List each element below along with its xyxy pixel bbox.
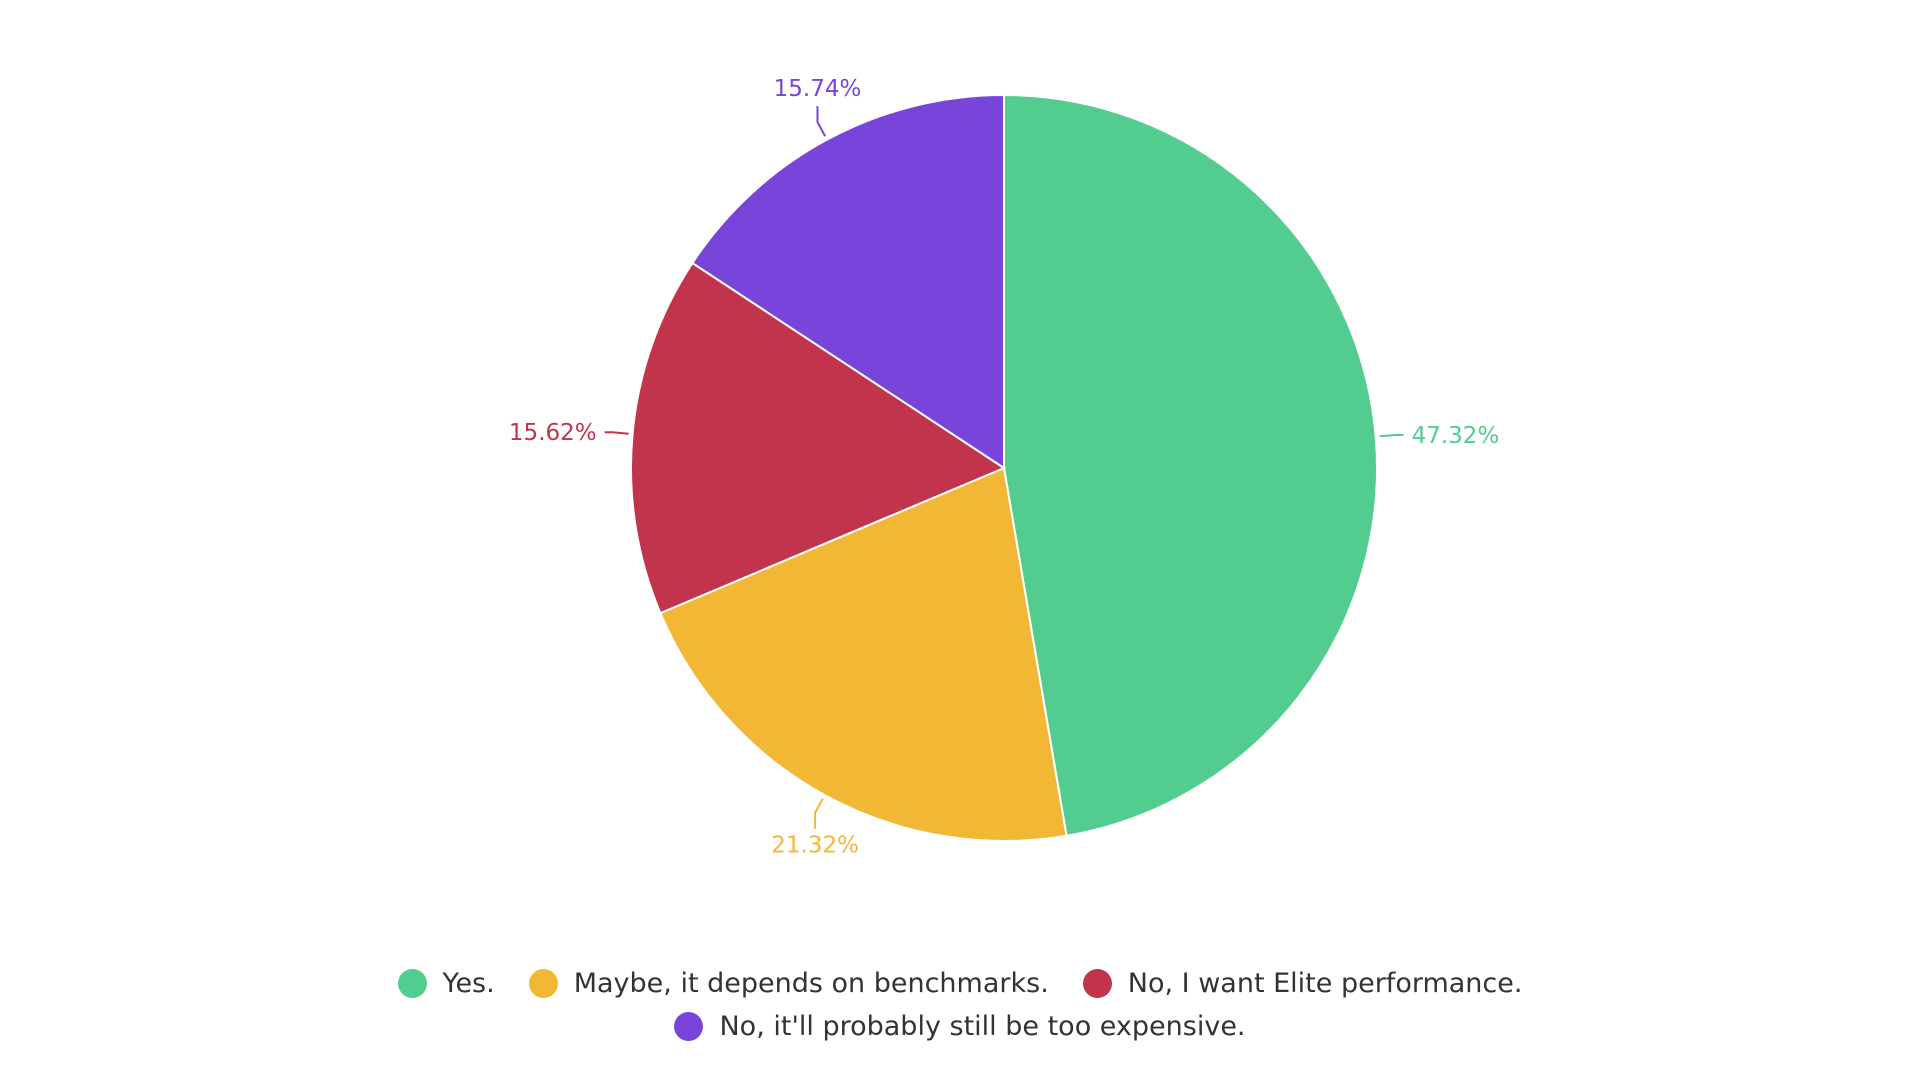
legend-marker-elite [1082, 969, 1112, 998]
leader-line-elite [604, 431, 629, 435]
legend-marker-maybe [528, 969, 558, 998]
data-label-yes: 47.32% [1412, 423, 1500, 449]
legend-row-1: Yes. Maybe, it depends on benchmarks. No… [397, 968, 1523, 999]
pie-slice-elite[interactable] [630, 261, 1007, 615]
leader-line-expensive [816, 106, 826, 137]
legend-row-2: No, it'll probably still be too expensiv… [674, 1011, 1246, 1042]
pie-slice-expensive[interactable] [690, 93, 1005, 470]
legend-item-yes[interactable]: Yes. [397, 968, 495, 999]
legend-label-yes: Yes. [442, 968, 495, 999]
legend-marker-expensive [674, 1012, 704, 1041]
pie-slice-maybe[interactable] [659, 466, 1068, 842]
leader-line-yes [1379, 433, 1404, 438]
data-label-expensive: 15.74% [774, 76, 862, 102]
legend-marker-yes [397, 969, 427, 998]
pie-slice-yes[interactable] [1003, 93, 1378, 837]
legend-label-expensive: No, it'll probably still be too expensiv… [719, 1011, 1246, 1042]
legend: Yes. Maybe, it depends on benchmarks. No… [0, 968, 1920, 1042]
legend-label-maybe: Maybe, it depends on benchmarks. [573, 968, 1049, 999]
legend-item-elite[interactable]: No, I want Elite performance. [1082, 968, 1523, 999]
legend-item-expensive[interactable]: No, it'll probably still be too expensiv… [674, 1011, 1246, 1042]
data-label-elite: 15.62% [509, 420, 597, 446]
data-label-maybe: 21.32% [771, 833, 859, 859]
legend-label-elite: No, I want Elite performance. [1127, 968, 1523, 999]
leader-line-maybe [814, 798, 824, 829]
legend-item-maybe[interactable]: Maybe, it depends on benchmarks. [528, 968, 1049, 999]
